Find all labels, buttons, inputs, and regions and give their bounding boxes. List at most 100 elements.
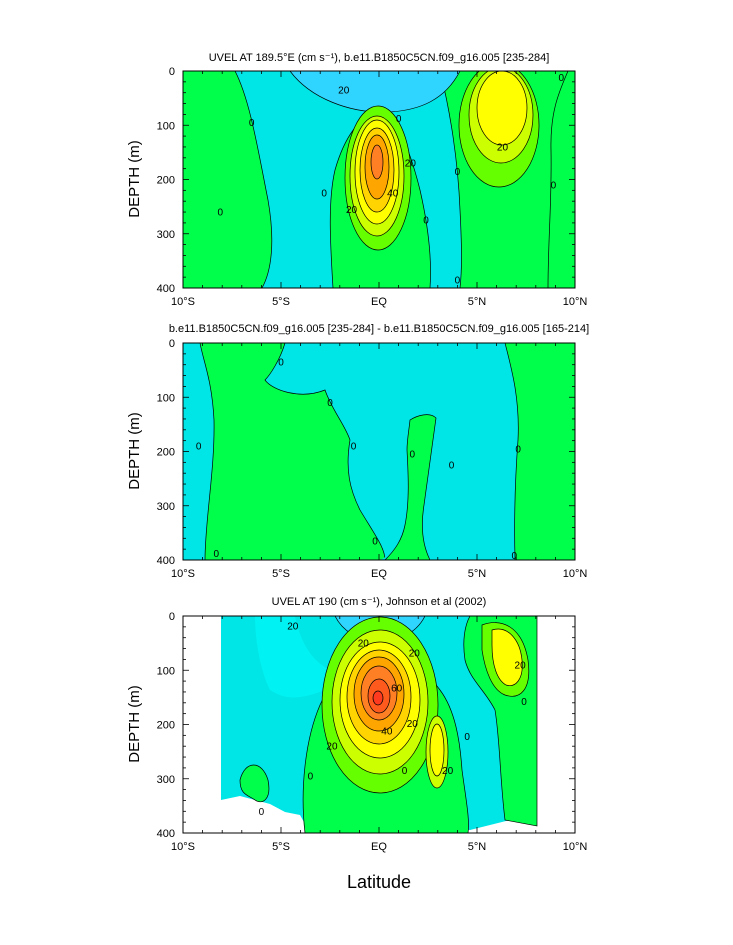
panel-1-euc-60 [370,144,384,180]
contour-label: 0 [321,189,327,200]
contour-label: 0 [396,114,402,125]
contour-label: 0 [455,167,461,178]
y-tick-label: 100 [157,120,175,132]
panel-2-green-right [504,343,575,560]
x-tick-label: 5°N [468,568,487,580]
contour-label: 20 [407,719,419,730]
x-tick-label: 10°N [563,841,588,853]
x-axis-label: Latitude [347,872,411,892]
contour-label: 20 [497,142,509,153]
contour-label: 0 [372,537,378,548]
contour-label: 0 [515,444,521,455]
contour-label: 0 [464,732,470,743]
x-tick-label: 5°N [468,296,487,308]
contour-label: 0 [217,208,223,219]
contour-label: 0 [308,772,314,783]
panel-2-title: b.e11.B1850C5CN.f09_g16.005 [235-284] - … [169,323,589,335]
y-tick-label: 200 [157,720,175,732]
y-tick-label: 100 [157,392,175,404]
y-tick-label: 300 [157,229,175,241]
y-tick-label: 300 [157,501,175,513]
contour-label: 0 [511,551,517,562]
contour-label: 20 [326,742,338,753]
contour-label: 20 [515,660,527,671]
x-tick-label: 10°S [171,296,195,308]
contour-label: 0 [196,442,202,453]
panel-3-euc-80 [372,690,384,706]
y-tick-label: 100 [157,665,175,677]
panel-1-clabels: 20 0 0 0 0 20 40 20 0 0 20 0 0 0 [217,73,564,286]
panel-2-ylabel: DEPTH (m) [126,412,143,490]
x-tick-label: EQ [371,296,387,308]
contour-label: 20 [442,766,454,777]
panel-1-nec-30 [476,71,528,146]
contour-label: 60 [391,684,403,695]
contour-label: 0 [521,697,527,708]
panel-1: UVEL AT 189.5°E (cm s⁻¹), b.e11.B1850C5C… [126,52,587,308]
contour-label: 20 [409,648,421,659]
contour-label: 0 [214,549,220,560]
x-tick-label: 10°N [563,296,588,308]
panel-3-nec-20 [491,628,523,686]
contour-label: 0 [551,180,557,191]
y-tick-label: 400 [157,283,175,295]
x-tick-label: 5°S [272,841,290,853]
panel-3-title: UVEL AT 190 (cm s⁻¹), Johnson et al (200… [272,596,487,608]
panel-1-south-green [183,71,273,288]
panel-2-contours [183,343,575,560]
panel-2-ticks: 10°S 5°S EQ 5°N 10°N 0 100 200 300 400 [157,338,588,580]
contour-label: 20 [405,159,417,170]
panel-2-green-left [199,343,386,560]
contour-label: 0 [327,398,333,409]
contour-label: 0 [278,357,284,368]
panel-1-north-green [440,71,575,288]
contour-label: 20 [346,205,358,216]
panel-3-clabels: 20 20 20 60 40 20 20 20 20 0 0 0 0 0 [259,621,528,818]
panel-2-clabels: 0 0 0 0 0 0 0 0 0 0 [196,357,521,562]
x-tick-label: 5°N [468,841,487,853]
y-tick-label: 300 [157,774,175,786]
contour-label: 0 [402,766,408,777]
x-tick-label: EQ [371,568,387,580]
contour-label: 40 [381,727,393,738]
contour-label: 0 [449,461,455,472]
contour-label: 0 [410,450,416,461]
x-tick-label: 5°S [272,296,290,308]
panel-2-green-mid [384,414,437,560]
contour-label: 0 [249,118,255,129]
panel-3: UVEL AT 190 (cm s⁻¹), Johnson et al (200… [126,596,587,853]
panel-3-south-green [239,764,270,803]
panel-3-light [255,616,330,698]
contour-label: 20 [338,85,350,96]
contour-label: 0 [351,442,357,453]
y-tick-label: 200 [157,447,175,459]
x-tick-label: 10°S [171,568,195,580]
panel-3-north-lobe-30 [429,723,445,777]
x-tick-label: 10°S [171,841,195,853]
y-tick-label: 0 [169,66,175,78]
y-tick-label: 0 [169,338,175,350]
x-tick-label: 5°S [272,568,290,580]
panel-3-contours [221,616,538,833]
contour-label: 40 [387,189,399,200]
contour-label: 0 [558,73,564,84]
panel-1-ylabel: DEPTH (m) [126,140,143,218]
contour-label: 0 [455,275,461,286]
y-tick-label: 400 [157,555,175,567]
contour-label: 20 [287,621,299,632]
panel-1-title: UVEL AT 189.5°E (cm s⁻¹), b.e11.B1850C5C… [209,52,550,64]
panel-1-contours [183,71,575,288]
x-tick-label: EQ [371,841,387,853]
contour-label: 20 [358,639,370,650]
panel-2: b.e11.B1850C5CN.f09_g16.005 [235-284] - … [126,323,589,580]
panel-3-ylabel: DEPTH (m) [126,685,143,763]
x-tick-label: 10°N [563,568,588,580]
y-tick-label: 0 [169,611,175,623]
contour-label: 0 [423,216,429,227]
contour-label: 0 [259,807,265,818]
y-tick-label: 200 [157,175,175,187]
y-tick-label: 400 [157,828,175,840]
